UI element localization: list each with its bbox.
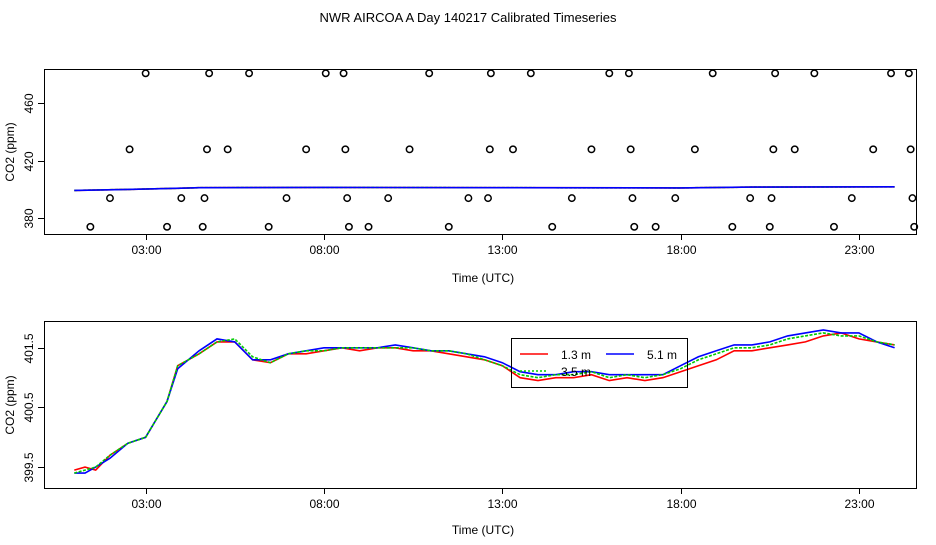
top-panel: 03:00 08:00 13:00 18:00 23:00 380 420 460 Time … [3,69,919,285]
reference-point [671,194,680,203]
top-y-tick-label: 460 [22,93,36,113]
bottom-x-axis-label: Time (UTC) [452,523,514,537]
reference-point [203,145,211,154]
bottom-marks [74,329,895,474]
top-x-tick-label: 23:00 [844,243,874,257]
reference-point [626,145,635,154]
reference-point [771,69,780,78]
legend-label-3-5m: 3.5 m [561,365,591,379]
legend: 1.3 m 5.1 m 3.5 m [511,338,688,388]
top-plot-frame [44,69,917,235]
top-x-tick-label: 03:00 [131,243,161,257]
reference-point [605,69,614,78]
top-x-tick-label: 13:00 [487,243,517,257]
reference-point [624,69,633,78]
top-y-axis-label: CO2 (ppm) [3,122,17,181]
reference-point [904,69,913,78]
reference-point [587,145,596,154]
reference-point [200,194,209,203]
top-x-tick-label: 18:00 [666,243,696,257]
bottom-x-tick-label: 13:00 [487,497,517,511]
reference-point [485,145,494,154]
chart-title: NWR AIRCOA A Day 140217 Calibrated Times… [320,10,617,25]
top-y-tick-label: 380 [22,208,36,228]
bottom-y-tick-label: 400.5 [22,392,36,422]
bottom-x-tick-label: 03:00 [131,497,161,511]
series-line-1-3-m [74,332,895,471]
reference-point [526,69,535,78]
reference-point [425,69,434,78]
series-line-3-5-m [74,332,895,474]
reference-point [908,194,917,203]
reference-point [341,145,350,154]
reference-point [364,222,373,231]
legend-frame [511,338,688,388]
reference-point [910,222,919,231]
reference-point [444,222,453,231]
reference-point [486,69,495,78]
reference-point [163,222,171,231]
reference-point [141,69,150,78]
reference-point [767,194,776,203]
reference-point [339,69,348,78]
bottom-panel: 03:00 08:00 13:00 18:00 23:00 399.5 400.5 401.5… [3,321,917,537]
reference-point [343,194,352,203]
bottom-y-tick-label: 401.5 [22,333,36,363]
top-axes: 03:00 08:00 13:00 18:00 23:00 380 420 460 [22,93,875,257]
reference-point [630,222,639,231]
bottom-x-tick-label: 08:00 [309,497,339,511]
legend-label-1-3m: 1.3 m [561,348,591,362]
reference-point [384,194,393,203]
reference-point [321,69,330,78]
reference-point [567,194,576,203]
reference-point [264,222,273,231]
bottom-y-axis-label: CO2 (ppm) [3,375,17,434]
legend-label-5-1m: 5.1 m [647,348,677,362]
reference-point [509,145,517,154]
reference-point [405,145,414,154]
reference-point [86,222,95,231]
top-y-tick-label: 420 [22,151,36,171]
bottom-plot-frame [44,321,917,489]
bottom-x-tick-label: 23:00 [844,497,874,511]
reference-point [628,194,637,203]
reference-point [906,145,915,154]
reference-point [765,222,774,231]
reference-point [106,194,114,203]
reference-point [746,194,755,203]
top-x-tick-label: 08:00 [309,243,339,257]
reference-point [690,145,699,154]
reference-point [205,69,214,78]
bottom-axes: 03:00 08:00 13:00 18:00 23:00 399.5 400.5 401.5 [22,333,875,511]
top-marks [74,69,919,231]
reference-point [651,222,660,231]
reference-point [464,194,473,203]
reference-point [830,222,838,231]
reference-point [245,69,254,78]
reference-point [548,222,557,231]
reference-point [790,145,799,154]
reference-point [869,145,878,154]
reference-point [728,222,737,231]
bottom-x-tick-label: 18:00 [666,497,696,511]
reference-point [302,145,311,154]
reference-point [282,194,291,203]
reference-point [887,69,895,78]
reference-point [198,222,207,231]
bottom-y-tick-label: 399.5 [22,452,36,482]
reference-point [847,194,856,203]
series-line-5-1-m [74,329,895,474]
series-line-5-1-m [74,186,895,192]
reference-point [125,145,134,154]
reference-point [177,194,186,203]
reference-point [223,145,232,154]
reference-point [484,194,492,203]
reference-point [708,69,717,78]
reference-point [810,69,819,78]
reference-point [344,222,353,231]
top-x-axis-label: Time (UTC) [452,271,514,285]
reference-point [769,145,778,154]
